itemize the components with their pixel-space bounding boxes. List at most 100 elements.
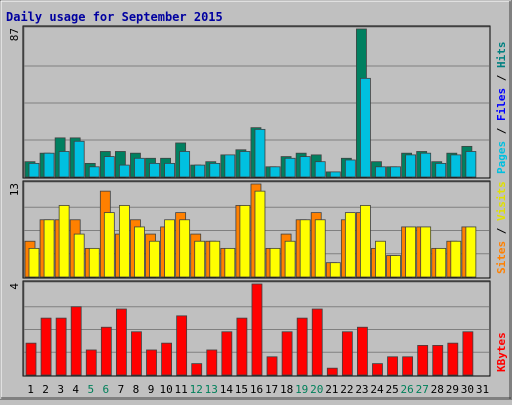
bar-kbytes-day-13 bbox=[206, 349, 218, 376]
bar-files-day-24 bbox=[375, 166, 386, 178]
bar-kbytes-day-18 bbox=[281, 331, 293, 376]
x-tick-label: 11 bbox=[175, 383, 188, 396]
x-tick-label: 5 bbox=[87, 383, 94, 396]
x-tick-label: 3 bbox=[57, 383, 64, 396]
x-tick-label: 20 bbox=[310, 383, 323, 396]
bar-files-day-3 bbox=[58, 151, 70, 178]
bar-files-day-27 bbox=[420, 152, 432, 178]
bar-kbytes-day-15 bbox=[236, 317, 248, 376]
legend-part: Hits bbox=[495, 42, 508, 69]
bar-kbytes-day-24 bbox=[372, 363, 383, 376]
bar-sites-day-25 bbox=[390, 255, 401, 278]
bar-files-day-29 bbox=[450, 154, 462, 178]
bar-kbytes-day-3 bbox=[55, 317, 67, 376]
legend-part: KBytes bbox=[495, 332, 508, 372]
x-tick-label: 2 bbox=[42, 383, 49, 396]
bar-files-day-8 bbox=[134, 157, 145, 178]
bar-kbytes-day-16 bbox=[251, 283, 263, 376]
bar-kbytes-day-30 bbox=[462, 331, 474, 376]
bar-kbytes-day-20 bbox=[311, 308, 323, 376]
bar-kbytes-day-22 bbox=[341, 331, 353, 376]
legend-part: Pages bbox=[495, 141, 508, 174]
legend-part: Files bbox=[495, 88, 508, 121]
bar-sites-day-8 bbox=[134, 226, 145, 278]
bar-files-day-16 bbox=[254, 128, 266, 178]
x-tick-label: 22 bbox=[340, 383, 353, 396]
bar-files-day-14 bbox=[224, 154, 236, 178]
bar-kbytes-day-1 bbox=[25, 342, 37, 376]
bar-sites-day-23 bbox=[360, 205, 371, 278]
bar-kbytes-day-23 bbox=[357, 326, 368, 376]
bar-sites-day-4 bbox=[73, 233, 85, 278]
bar-files-day-26 bbox=[405, 154, 417, 178]
bar-sites-day-14 bbox=[224, 247, 236, 278]
x-tick-label: 28 bbox=[431, 383, 444, 396]
y-max-label: 4 bbox=[8, 283, 21, 290]
x-tick-label: 16 bbox=[250, 383, 263, 396]
bar-sites-day-12 bbox=[194, 240, 206, 278]
legend-part: / bbox=[495, 68, 508, 88]
bar-sites-day-29 bbox=[450, 240, 462, 278]
bar-sites-day-21 bbox=[329, 262, 341, 278]
bar-kbytes-day-21 bbox=[326, 367, 338, 376]
bar-sites-day-10 bbox=[164, 219, 175, 278]
bar-files-day-22 bbox=[344, 159, 356, 178]
bar-files-day-19 bbox=[299, 156, 311, 178]
x-tick-label: 25 bbox=[385, 383, 398, 396]
bar-sites-day-24 bbox=[375, 240, 386, 278]
x-tick-label: 7 bbox=[118, 383, 125, 396]
bar-files-day-20 bbox=[314, 161, 326, 178]
bar-sites-day-3 bbox=[58, 205, 70, 278]
panel-legend-label: Pages / Files / Hits bbox=[495, 42, 508, 175]
legend-part: Sites bbox=[495, 241, 508, 274]
x-tick-label: 23 bbox=[355, 383, 368, 396]
chart-title: Daily usage for September 2015 bbox=[6, 10, 223, 24]
x-tick-label: 27 bbox=[416, 383, 429, 396]
bar-kbytes-day-6 bbox=[100, 326, 112, 376]
bar-sites-day-13 bbox=[209, 240, 221, 278]
bar-sites-day-9 bbox=[149, 240, 160, 278]
panel-kbytes: 4 KBytes bbox=[8, 280, 508, 377]
x-tick-label: 15 bbox=[235, 383, 248, 396]
panel-legend-label: KBytes bbox=[495, 332, 508, 372]
bar-sites-day-11 bbox=[179, 219, 191, 278]
bar-files-day-17 bbox=[269, 166, 281, 178]
y-max-label: 13 bbox=[8, 183, 21, 196]
bar-kbytes-day-4 bbox=[70, 306, 82, 376]
legend-part: / bbox=[495, 221, 508, 241]
chart-panels: 87 Pages / Files / Hits 13 Sites / Visits 4 K… bbox=[8, 25, 508, 377]
x-tick-label: 8 bbox=[133, 383, 140, 396]
bar-sites-day-20 bbox=[314, 219, 326, 278]
bar-sites-day-5 bbox=[88, 247, 100, 278]
panel-sites-visits: 13 Sites / Visits bbox=[8, 180, 508, 279]
bar-kbytes-day-5 bbox=[85, 349, 97, 376]
bar-files-day-12 bbox=[194, 164, 206, 178]
x-tick-label: 10 bbox=[159, 383, 172, 396]
bar-kbytes-day-14 bbox=[221, 331, 233, 376]
x-tick-label: 29 bbox=[446, 383, 459, 396]
bar-kbytes-day-28 bbox=[432, 345, 444, 376]
legend-part: / bbox=[495, 121, 508, 141]
bar-files-day-23 bbox=[360, 77, 371, 178]
bar-sites-day-15 bbox=[239, 205, 251, 278]
bar-files-day-11 bbox=[179, 151, 191, 178]
x-tick-label: 30 bbox=[461, 383, 474, 396]
bar-sites-day-17 bbox=[269, 247, 281, 278]
bar-kbytes-day-8 bbox=[131, 331, 142, 376]
bar-kbytes-day-10 bbox=[161, 342, 172, 376]
bar-files-day-2 bbox=[43, 152, 55, 178]
bar-kbytes-day-2 bbox=[40, 317, 52, 376]
x-tick-label: 13 bbox=[205, 383, 218, 396]
bar-sites-day-18 bbox=[284, 240, 296, 278]
bar-kbytes-day-12 bbox=[191, 363, 203, 376]
bar-files-day-10 bbox=[164, 162, 175, 178]
panel-pages-files-hits: 87 Pages / Files / Hits bbox=[8, 25, 508, 179]
x-tick-label: 14 bbox=[220, 383, 234, 396]
bar-sites-day-27 bbox=[420, 226, 432, 278]
x-tick-label: 4 bbox=[72, 383, 79, 396]
bar-kbytes-day-27 bbox=[417, 345, 429, 376]
bar-kbytes-day-11 bbox=[176, 315, 188, 376]
x-tick-label: 21 bbox=[325, 383, 338, 396]
